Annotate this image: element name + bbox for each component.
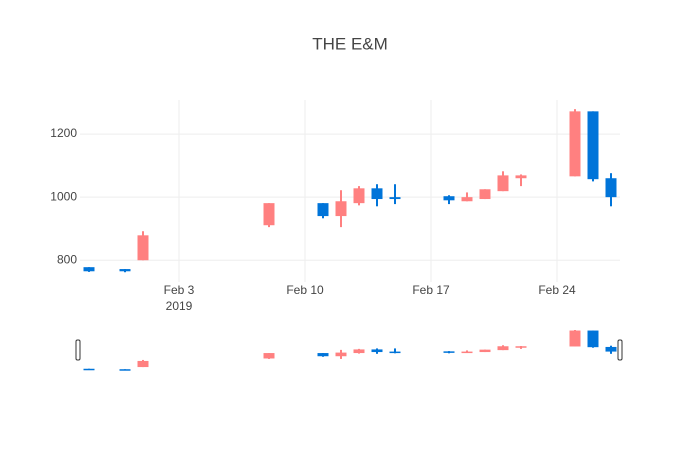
y-tick-label: 1200 (50, 126, 77, 140)
plot-area (83, 109, 617, 273)
y-tick-label: 1000 (50, 189, 77, 203)
range-slider (75, 330, 623, 371)
candle-body (137, 360, 149, 368)
x-tick-label: Feb 10 (286, 283, 324, 297)
candle-body (353, 349, 365, 354)
y-tick-label: 800 (57, 252, 77, 266)
candle-body (605, 346, 617, 352)
candle-body (443, 351, 455, 353)
grid (80, 100, 620, 282)
candle-body (335, 352, 347, 357)
candle-body (335, 201, 347, 217)
candle-body (569, 111, 581, 177)
candle-body (569, 330, 581, 347)
candle-body (497, 175, 509, 192)
candle-body (587, 111, 599, 180)
candle-body (389, 197, 401, 200)
candle-body (119, 369, 131, 371)
candle-body (83, 368, 95, 371)
candle-body (515, 175, 527, 179)
candle-body (389, 351, 401, 354)
candle-body (461, 197, 473, 202)
slider-handle (617, 339, 623, 361)
x-year-label: 2019 (166, 299, 193, 313)
candle-body (587, 330, 599, 348)
candle-body (317, 203, 329, 217)
slider-handle (75, 339, 81, 361)
x-tick-label: Feb 17 (412, 283, 450, 297)
candle-body (443, 196, 455, 201)
candle-body (371, 188, 383, 200)
candle-body (461, 351, 473, 354)
candle-body (497, 346, 509, 351)
x-tick-label: Feb 24 (538, 283, 576, 297)
candle-body (317, 353, 329, 357)
candle-body (605, 178, 617, 198)
candle-body (263, 203, 275, 226)
x-tick-label: Feb 3 (164, 283, 195, 297)
candle-body (515, 346, 527, 348)
candle-body (353, 188, 365, 204)
chart-title: THE E&M (312, 34, 388, 53)
candle-body (83, 267, 95, 272)
candle-body (263, 353, 275, 359)
candle-body (119, 269, 131, 272)
candle-body (371, 349, 383, 353)
candle-body (479, 349, 491, 353)
candle-body (479, 189, 491, 200)
candle-body (137, 235, 149, 261)
